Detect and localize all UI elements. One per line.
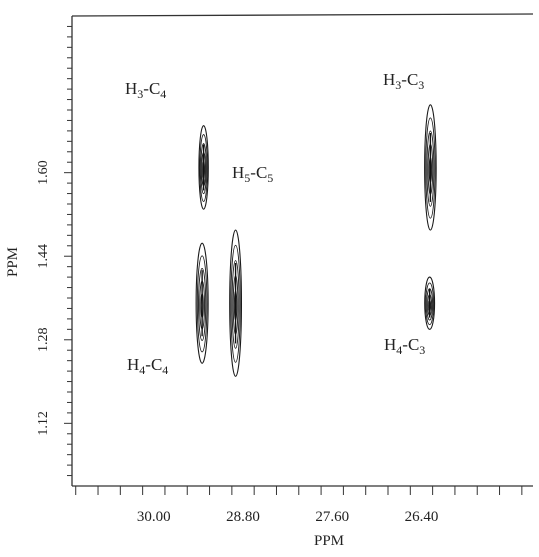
label-atom-c: -C: [250, 163, 267, 182]
y-axis-ticks: 1.12 1.28 1.44 1.60: [36, 25, 72, 477]
contour-ring: [198, 125, 209, 210]
label-sub-c: 5: [267, 171, 273, 185]
label-atom-h: H: [232, 163, 244, 182]
top-border-line: [71, 13, 534, 17]
label-sub-h: 5: [244, 171, 250, 185]
label-sub-h: 3: [395, 78, 401, 92]
contour-ring: [426, 130, 435, 207]
x-tick-label: 28.80: [226, 509, 260, 525]
label-sub-h: 4: [396, 343, 402, 357]
contour-ring: [195, 242, 209, 364]
plot-frame: [71, 13, 534, 487]
contour-ring: [198, 267, 207, 341]
label-sub-h: 4: [139, 363, 145, 377]
contour-ring: [230, 244, 241, 363]
contour-ring: [424, 104, 437, 231]
label-sub-c: 3: [418, 78, 424, 92]
contour-ring: [425, 117, 436, 219]
y-tick-label: 1.44: [36, 244, 51, 269]
peak-0: [198, 125, 209, 210]
label-atom-c: -C: [143, 79, 160, 98]
contour-ring: [231, 260, 240, 349]
peak-3: [195, 242, 209, 364]
label-atom-c: -C: [401, 70, 418, 89]
label-atom-h: H: [125, 79, 137, 98]
y-axis-label: PPM: [5, 247, 21, 277]
peak-label: H5-C5: [232, 163, 273, 185]
label-atom-h: H: [383, 70, 395, 89]
x-tick-label: 30.00: [137, 509, 171, 525]
label-sub-c: 3: [419, 343, 425, 357]
contour-ring: [229, 229, 243, 377]
x-axis-ticks: 30.00 28.80 27.60 26.40: [75, 486, 523, 525]
label-atom-h: H: [384, 335, 396, 354]
peak-label: H3-C4: [125, 79, 166, 101]
label-sub-c: 4: [160, 87, 166, 101]
contour-ring: [199, 134, 208, 202]
peak-label: H4-C3: [384, 335, 425, 357]
label-atom-h: H: [127, 355, 139, 374]
peak-contours: [195, 104, 437, 377]
contour-ring: [424, 276, 436, 330]
contour-ring: [426, 288, 434, 321]
label-sub-c: 4: [162, 363, 168, 377]
peak-1: [424, 104, 437, 231]
x-tick-label: 26.40: [405, 509, 439, 525]
contour-ring: [425, 282, 435, 326]
label-atom-c: -C: [145, 355, 162, 374]
x-tick-label: 27.60: [315, 509, 349, 525]
contour-ring: [196, 255, 208, 353]
peak-label: H4-C4: [127, 355, 168, 377]
peak-label: H3-C3: [383, 70, 424, 92]
x-axis-label: PPM: [314, 533, 344, 549]
peak-4: [424, 276, 436, 330]
y-tick-label: 1.12: [36, 411, 51, 436]
y-tick-label: 1.60: [36, 160, 51, 185]
y-tick-label: 1.28: [36, 328, 51, 353]
contour-ring: [200, 143, 207, 195]
label-atom-c: -C: [402, 335, 419, 354]
label-sub-h: 3: [137, 87, 143, 101]
peak-2: [229, 229, 243, 377]
